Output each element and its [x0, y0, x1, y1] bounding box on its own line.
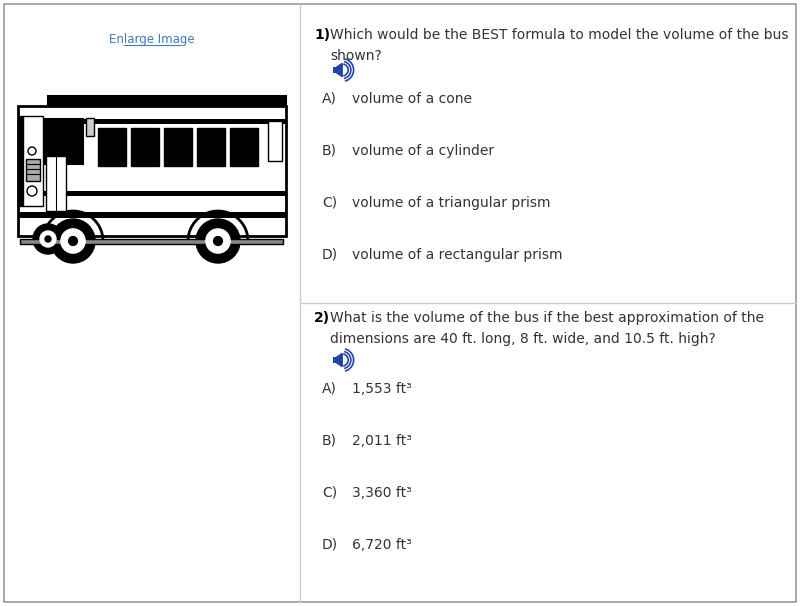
Bar [98, 128, 126, 166]
Polygon shape [337, 353, 342, 367]
Bar [164, 128, 192, 166]
Bar [23, 119, 83, 164]
Bar [197, 128, 225, 166]
Text: volume of a cone: volume of a cone [352, 92, 472, 106]
Bar [46, 156, 66, 211]
Text: volume of a triangular prism: volume of a triangular prism [352, 196, 550, 210]
Bar [334, 357, 337, 363]
Circle shape [33, 224, 63, 254]
Bar [18, 106, 286, 236]
Text: 1): 1) [314, 28, 330, 42]
Text: 1,553 ft³: 1,553 ft³ [352, 382, 412, 396]
Bar [86, 118, 94, 136]
Text: B): B) [322, 434, 337, 448]
Text: C): C) [322, 196, 337, 210]
Circle shape [69, 236, 78, 245]
Text: C): C) [322, 486, 337, 500]
Text: 2): 2) [314, 311, 330, 325]
Bar [268, 121, 282, 161]
Circle shape [206, 229, 230, 253]
Text: A): A) [322, 382, 337, 396]
Bar [26, 159, 40, 181]
Polygon shape [337, 64, 342, 76]
Text: D): D) [322, 248, 338, 262]
Circle shape [40, 231, 56, 247]
Circle shape [214, 236, 222, 245]
Circle shape [61, 229, 85, 253]
Bar [18, 212, 286, 218]
Text: Which would be the BEST formula to model the volume of the bus
shown?: Which would be the BEST formula to model… [330, 28, 789, 62]
Circle shape [51, 219, 95, 263]
Bar [18, 119, 286, 124]
Bar [334, 67, 337, 73]
Circle shape [27, 186, 37, 196]
Text: 2,011 ft³: 2,011 ft³ [352, 434, 412, 448]
Text: 6,720 ft³: 6,720 ft³ [352, 538, 412, 552]
Text: volume of a rectangular prism: volume of a rectangular prism [352, 248, 562, 262]
Bar [18, 191, 286, 196]
Bar [23, 116, 43, 206]
Text: 3,360 ft³: 3,360 ft³ [352, 486, 412, 500]
Text: D): D) [322, 538, 338, 552]
Polygon shape [18, 116, 23, 206]
Bar [230, 128, 258, 166]
Text: B): B) [322, 144, 337, 158]
Circle shape [45, 236, 51, 242]
Text: volume of a cylinder: volume of a cylinder [352, 144, 494, 158]
Text: Enlarge Image: Enlarge Image [109, 33, 195, 46]
Circle shape [196, 219, 240, 263]
Text: A): A) [322, 92, 337, 106]
Bar [48, 96, 286, 106]
Text: What is the volume of the bus if the best approximation of the
dimensions are 40: What is the volume of the bus if the bes… [330, 311, 764, 345]
Circle shape [28, 147, 36, 155]
Bar [20, 239, 283, 244]
Bar [131, 128, 159, 166]
